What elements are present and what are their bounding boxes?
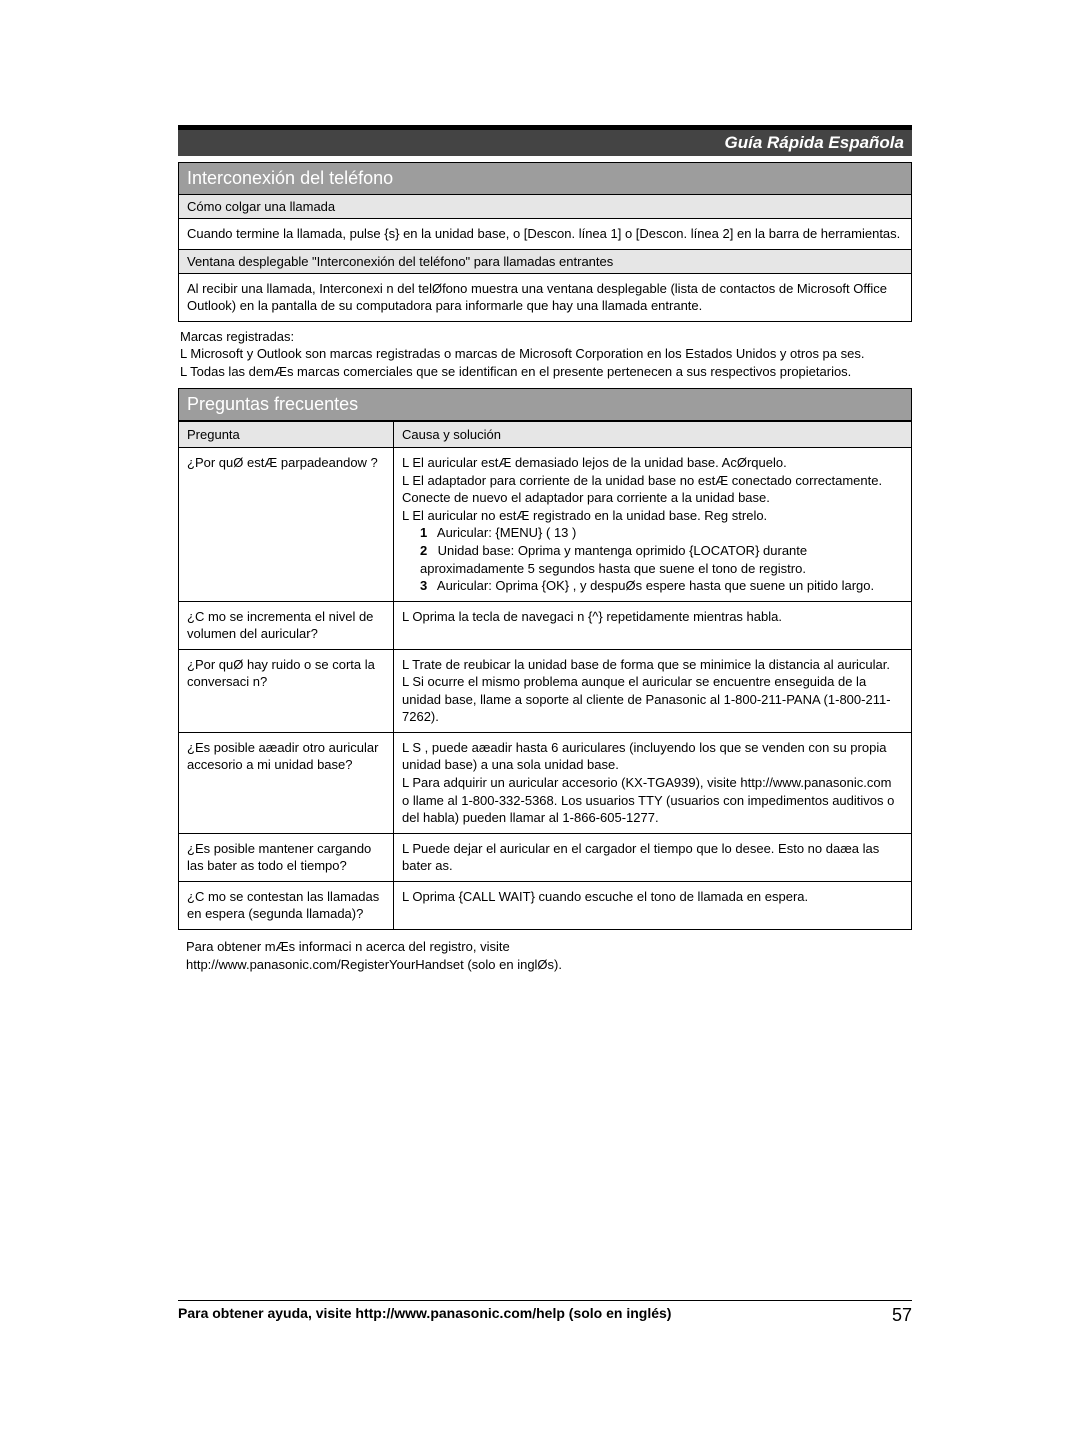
faq-q: ¿Es posible aæadir otro auricular acceso… <box>179 732 394 833</box>
faq-a-line: L El adaptador para corriente de la unid… <box>402 472 903 507</box>
page-footer: Para obtener ayuda, visite http://www.pa… <box>178 1300 912 1326</box>
sub-ventana: Ventana desplegable "Interconexión del t… <box>178 250 912 274</box>
body-ventana: Al recibir una llamada, Interconexi n de… <box>178 274 912 322</box>
body-como-colgar: Cuando termine la llamada, pulse {s} en … <box>178 219 912 250</box>
page-number: 57 <box>892 1305 912 1326</box>
faq-a: L El auricular estÆ demasiado lejos de l… <box>394 448 912 601</box>
trademarks-line2: L Todas las demÆs marcas comerciales que… <box>180 363 904 381</box>
footer-rule <box>178 1300 912 1301</box>
trademarks-line1: L Microsoft y Outlook son marcas registr… <box>180 345 904 363</box>
table-row: ¿Es posible aæadir otro auricular acceso… <box>179 732 912 833</box>
faq-a-line: L Para adquirir un auricular accesorio (… <box>402 774 903 792</box>
trademarks-block: Marcas registradas: L Microsoft y Outloo… <box>178 322 912 389</box>
trademarks-label: Marcas registradas: <box>180 328 904 346</box>
list-item: Auricular: {MENU} ( 13 ) <box>437 525 576 540</box>
faq-footer-note: Para obtener mÆs informaci n acerca del … <box>178 930 912 974</box>
table-row: ¿Es posible mantener cargando las bater … <box>179 833 912 881</box>
faq-a-line: o llame al 1-800-332-5368. Los usuarios … <box>402 792 903 827</box>
faq-q: ¿C mo se incrementa el nivel de volumen … <box>179 601 394 649</box>
table-row: ¿C mo se contestan las llamadas en esper… <box>179 881 912 929</box>
list-item: Auricular: Oprima {OK} , y despuØs esper… <box>437 578 874 593</box>
faq-col-q: Pregunta <box>179 422 394 448</box>
list-num: 2 <box>420 542 434 560</box>
table-row: ¿Por quØ estÆ parpadeandow ? L El auricu… <box>179 448 912 601</box>
table-row: ¿C mo se incrementa el nivel de volumen … <box>179 601 912 649</box>
faq-a-line: L El auricular no estÆ registrado en la … <box>402 507 903 525</box>
faq-q: ¿Por quØ hay ruido o se corta la convers… <box>179 649 394 732</box>
list-num: 3 <box>420 577 434 595</box>
faq-q: ¿Es posible mantener cargando las bater … <box>179 833 394 881</box>
header-title: Guía Rápida Española <box>178 130 912 156</box>
faq-a: L Oprima {CALL WAIT} cuando escuche el t… <box>394 881 912 929</box>
faq-footer-line1: Para obtener mÆs informaci n acerca del … <box>186 938 904 956</box>
table-row: ¿Por quØ hay ruido o se corta la convers… <box>179 649 912 732</box>
faq-a: L Trate de reubicar la unidad base de fo… <box>394 649 912 732</box>
faq-col-a: Causa y solución <box>394 422 912 448</box>
faq-a: L Puede dejar el auricular en el cargado… <box>394 833 912 881</box>
faq-a-line: L Si ocurre el mismo problema aunque el … <box>402 673 903 726</box>
footer-help-text: Para obtener ayuda, visite http://www.pa… <box>178 1305 671 1326</box>
faq-a-line: L El auricular estÆ demasiado lejos de l… <box>402 454 903 472</box>
faq-a-line: L Trate de reubicar la unidad base de fo… <box>402 656 903 674</box>
section-faq-title: Preguntas frecuentes <box>178 388 912 421</box>
faq-a: L S , puede aæadir hasta 6 auriculares (… <box>394 732 912 833</box>
faq-q: ¿Por quØ estÆ parpadeandow ? <box>179 448 394 601</box>
sub-como-colgar: Cómo colgar una llamada <box>178 195 912 219</box>
faq-table: Pregunta Causa y solución ¿Por quØ estÆ … <box>178 421 912 930</box>
section-interconexion-title: Interconexión del teléfono <box>178 162 912 195</box>
faq-a: L Oprima la tecla de navegaci n {^} repe… <box>394 601 912 649</box>
faq-q: ¿C mo se contestan las llamadas en esper… <box>179 881 394 929</box>
faq-footer-line2: http://www.panasonic.com/RegisterYourHan… <box>186 956 904 974</box>
list-num: 1 <box>420 524 434 542</box>
faq-a-line: L S , puede aæadir hasta 6 auriculares (… <box>402 739 903 774</box>
list-item: Unidad base: Oprima y mantenga oprimido … <box>420 543 807 576</box>
